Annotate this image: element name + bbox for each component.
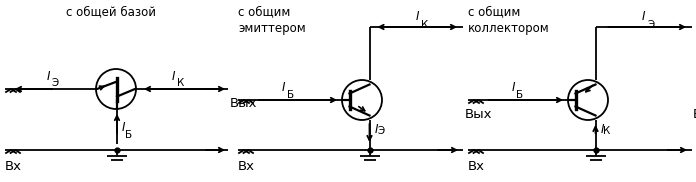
Text: эмиттером: эмиттером [238,22,306,35]
Text: Б: Б [287,90,294,100]
Text: $I$: $I$ [641,11,647,23]
Text: $I$: $I$ [171,70,176,82]
Text: $I$: $I$ [599,123,605,136]
Text: К: К [177,78,184,88]
Text: Вх: Вх [5,160,22,173]
Text: Вых: Вых [230,97,258,110]
Text: с общим: с общим [238,5,290,18]
Text: $I$: $I$ [416,11,420,23]
Text: $I$: $I$ [511,80,516,94]
Text: Вых: Вых [693,108,696,121]
Text: с общим: с общим [468,5,521,18]
Text: $I$: $I$ [121,121,126,134]
Text: Э: Э [377,126,385,136]
Text: Вх: Вх [468,160,485,173]
Text: Б: Б [125,130,132,141]
Text: Вых: Вых [465,108,493,121]
Text: с общей базой: с общей базой [66,5,156,18]
Text: Э: Э [647,19,654,29]
Text: Б: Б [516,90,523,100]
Text: $I$: $I$ [281,80,286,94]
Text: Э: Э [52,78,58,88]
Text: К: К [603,126,611,136]
Text: $I$: $I$ [46,70,51,82]
Text: Вх: Вх [238,160,255,173]
Text: коллектором: коллектором [468,22,550,35]
Text: К: К [421,19,428,29]
Text: $I$: $I$ [374,123,379,136]
